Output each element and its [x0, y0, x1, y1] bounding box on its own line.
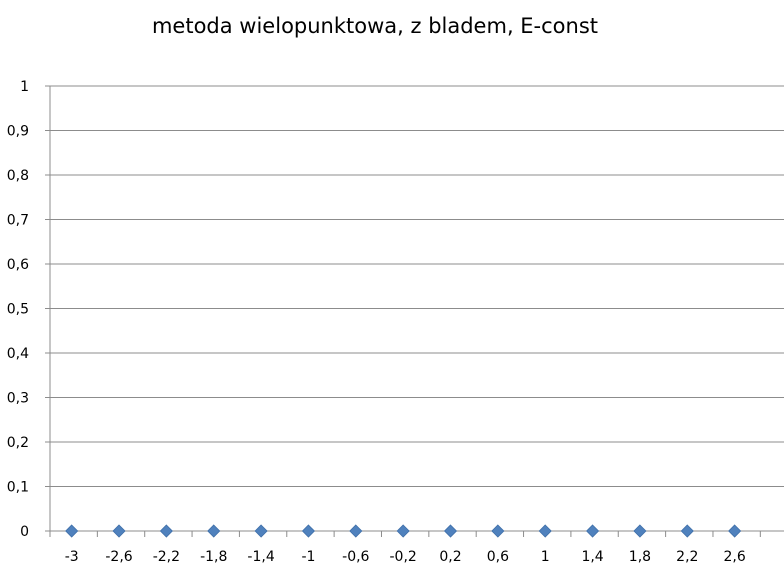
x-tick-label: -1,8	[200, 549, 227, 565]
data-point	[159, 524, 173, 538]
x-tick-label: -0,2	[389, 549, 416, 565]
x-tick-label: 2,2	[676, 549, 698, 565]
x-tick-label: -2,2	[153, 549, 180, 565]
x-tick-label: -2,6	[105, 549, 132, 565]
data-point	[633, 524, 647, 538]
data-point	[728, 524, 742, 538]
x-tick-label: 1,4	[581, 549, 603, 565]
y-tick-label: 0,9	[7, 124, 29, 140]
data-point	[491, 524, 505, 538]
y-tick-label: 0,4	[7, 346, 29, 362]
chart-title: metoda wielopunktowa, z bladem, E-const	[151, 14, 599, 38]
y-tick-label: 0	[20, 524, 29, 540]
x-tick-label: -0,6	[342, 549, 369, 565]
y-axis-ticks: 0 0,1 0,2 0,3 0,4 0,5 0,6 0,7 0,8 0,9 1	[7, 79, 29, 540]
x-tick-label: 0,6	[487, 549, 509, 565]
x-tick-label: -1,4	[247, 549, 274, 565]
data-points	[65, 524, 742, 538]
x-tick-label: -3	[65, 549, 79, 565]
x-tick-label: 2,6	[724, 549, 746, 565]
y-tick-label: 0,2	[7, 435, 29, 451]
y-tick-label: 0,8	[7, 168, 29, 184]
y-tick-label: 1	[20, 79, 29, 95]
data-point	[65, 524, 79, 538]
y-tick-label: 0,5	[7, 302, 29, 318]
data-point	[396, 524, 410, 538]
x-tick-label: 1,8	[629, 549, 651, 565]
data-point	[112, 524, 126, 538]
x-tick-label: 1	[541, 549, 550, 565]
y-tick-label: 0,3	[7, 391, 29, 407]
data-point	[680, 524, 694, 538]
data-point	[443, 524, 458, 538]
gridlines	[50, 85, 784, 487]
data-point	[349, 524, 363, 538]
data-point	[301, 524, 316, 538]
axes	[45, 85, 784, 537]
data-point	[207, 524, 221, 538]
data-point	[254, 524, 268, 538]
data-point	[538, 524, 552, 538]
y-tick-label: 0,7	[7, 213, 29, 229]
data-point	[586, 524, 600, 538]
y-tick-label: 0,6	[7, 257, 29, 273]
x-tick-label: -1	[301, 549, 315, 565]
x-tick-label: 0,2	[439, 549, 461, 565]
y-tick-label: 0,1	[7, 480, 29, 496]
x-axis-ticks: -3 -2,6 -2,2 -1,8 -1,4 -1 -0,6 -0,2 0,2 0,6 1 1,4 1,…	[65, 549, 746, 565]
